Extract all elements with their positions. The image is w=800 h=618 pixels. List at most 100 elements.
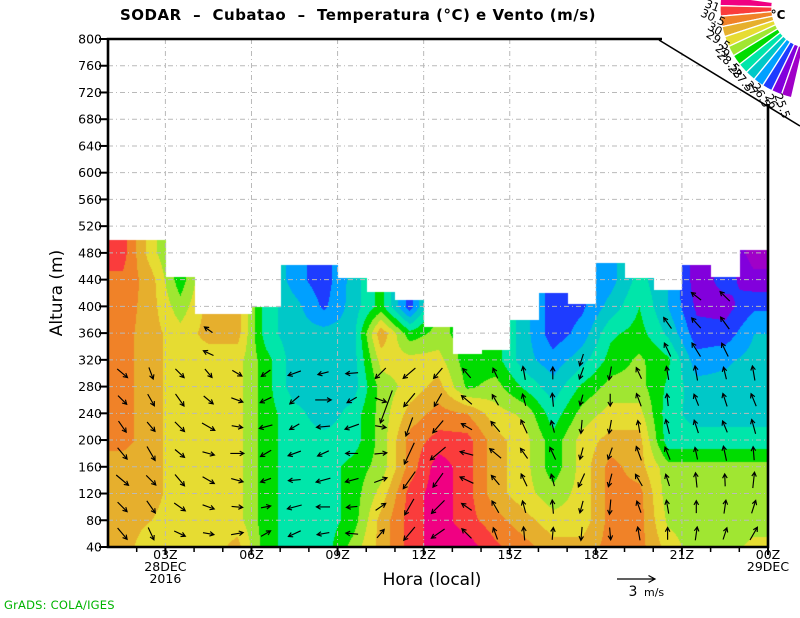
wind-vector — [147, 527, 155, 541]
wind-scale-arrow-icon — [617, 574, 657, 584]
wind-vector — [118, 420, 127, 434]
wind-vector — [635, 392, 642, 407]
wind-vector — [549, 498, 556, 514]
wind-vector — [402, 367, 416, 380]
wind-vector — [664, 526, 671, 540]
legend-diagonal-line — [658, 39, 800, 127]
wind-vector — [460, 394, 473, 405]
wind-vector — [402, 471, 416, 490]
wind-vector — [288, 395, 300, 405]
y-axis-title: Altura (m) — [47, 250, 67, 336]
wind-vector — [693, 446, 699, 460]
wind-vector — [203, 326, 213, 334]
wind-vector — [663, 342, 672, 357]
wind-vector — [458, 449, 474, 456]
wind-vector — [690, 317, 702, 329]
wind-vector — [259, 449, 272, 458]
plot-border — [106, 37, 770, 549]
x-tick-label: 00Z — [756, 547, 780, 562]
wind-vector — [344, 450, 359, 457]
wind-vector — [287, 477, 301, 484]
wind-vector — [460, 502, 473, 511]
y-tick-label: 480 — [78, 245, 102, 260]
wind-vector — [663, 316, 672, 329]
wind-vector — [316, 450, 330, 457]
wind-vector — [721, 366, 728, 380]
wind-vector — [722, 472, 728, 487]
wind-vector — [607, 527, 614, 542]
wind-vector — [258, 424, 273, 431]
wind-vector — [488, 447, 502, 459]
wind-scale-value: 3 — [629, 584, 638, 600]
plot-frame — [106, 37, 800, 549]
wind-vector — [520, 418, 528, 434]
wind-vector — [692, 419, 699, 434]
wind-vector — [607, 393, 614, 408]
wind-vector — [490, 474, 500, 486]
wind-vector — [346, 396, 357, 404]
wind-vector — [578, 447, 584, 461]
y-tick-label: 200 — [78, 433, 102, 448]
wind-vector — [117, 395, 128, 406]
y-tick-label: 760 — [78, 58, 102, 73]
wind-vector — [751, 499, 758, 514]
wind-vector — [343, 423, 360, 431]
wind-vector — [117, 527, 128, 541]
wind-vector — [259, 396, 272, 404]
wind-vector — [315, 424, 331, 430]
wind-vector — [117, 447, 128, 461]
y-tick-label: 640 — [78, 138, 102, 153]
wind-vector — [202, 476, 216, 485]
wind-vector — [578, 500, 584, 515]
wind-vector — [430, 528, 445, 539]
wind-vector — [379, 390, 393, 425]
chart-title: SODAR – Cubatao – Temperatura (°C) e Ven… — [119, 6, 597, 24]
wind-scale: 3 m/s — [617, 574, 664, 600]
wind-vector — [230, 450, 246, 457]
wind-vector — [430, 499, 445, 515]
x-tick-sublabel: 29DEC — [747, 559, 789, 574]
wind-vector — [204, 368, 213, 379]
wind-vector — [578, 526, 584, 542]
wind-vector — [231, 477, 245, 484]
wind-vector — [490, 420, 501, 433]
wind-vector — [721, 419, 728, 433]
wind-vector — [174, 449, 186, 459]
wind-vector — [231, 504, 244, 510]
wind-vector — [403, 392, 416, 408]
wind-vector — [607, 499, 613, 516]
y-tick-label: 720 — [78, 85, 102, 100]
legend-wedge — [780, 44, 800, 99]
wind-vector — [201, 422, 216, 431]
y-tick-label: 120 — [78, 486, 102, 501]
wind-vector — [460, 423, 473, 431]
y-tick-label: 600 — [78, 165, 102, 180]
x-tick-label: 12Z — [411, 547, 435, 562]
temperature-contour-fill — [108, 39, 768, 547]
wind-vector — [721, 445, 728, 461]
wind-vector — [749, 526, 759, 541]
wind-vector — [173, 502, 187, 512]
wind-vector — [374, 367, 387, 380]
wind-vector — [461, 527, 472, 539]
wind-vector — [286, 504, 302, 511]
wind-vector — [693, 471, 699, 488]
y-tick-label: 400 — [78, 299, 102, 314]
y-tick-label: 40 — [86, 540, 102, 555]
y-tick-label: 520 — [78, 219, 102, 234]
wind-vector — [521, 525, 527, 541]
x-tick-label: 06Z — [239, 547, 263, 562]
x-tick-label: 03Z — [153, 547, 177, 562]
wind-vector — [432, 472, 444, 489]
wind-vector — [549, 473, 555, 487]
wind-vector — [691, 341, 701, 357]
wind-vector — [458, 476, 474, 484]
wind-vector — [374, 450, 389, 456]
wind-vector — [175, 393, 185, 407]
wind-vector — [344, 530, 359, 537]
wind-vector — [664, 499, 670, 514]
wind-vector — [578, 367, 585, 381]
wind-vector — [174, 474, 186, 487]
wind-vector — [549, 446, 557, 460]
